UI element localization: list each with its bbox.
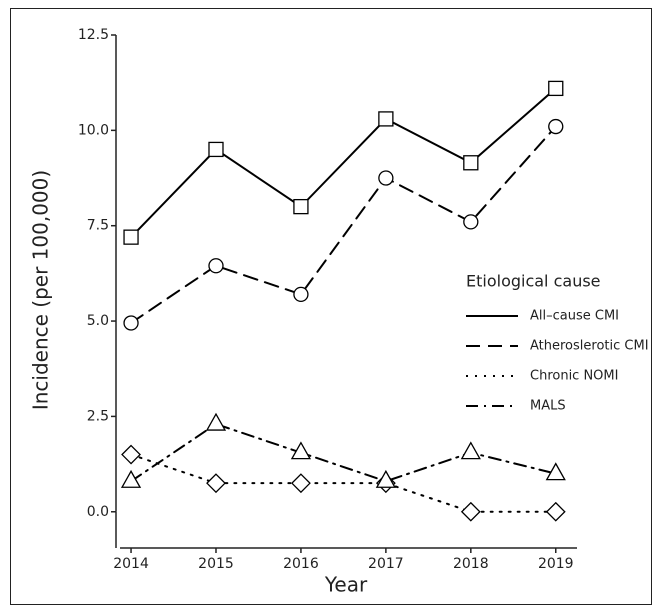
marker	[208, 258, 224, 274]
marker	[378, 170, 394, 186]
legend-title: Etiological cause	[466, 272, 601, 291]
marker	[460, 441, 481, 460]
x-tick-label: 2014	[113, 556, 149, 572]
legend-label: Chronic NOMI	[530, 369, 618, 384]
series-line	[130, 87, 557, 239]
legend-label: MALS	[530, 399, 566, 414]
marker	[378, 111, 394, 127]
x-axis-label: Year	[324, 573, 368, 597]
marker	[463, 214, 479, 230]
marker	[291, 473, 311, 494]
x-tick-label: 2016	[283, 556, 319, 572]
marker	[463, 155, 479, 171]
marker	[205, 412, 227, 431]
marker	[548, 118, 564, 135]
y-tick-label: 0.0	[87, 504, 109, 520]
legend-label: Atheroslerotic CMI	[530, 339, 649, 354]
marker	[548, 80, 564, 97]
marker	[123, 229, 139, 245]
marker	[375, 469, 396, 488]
marker	[120, 469, 142, 488]
series-line	[130, 125, 557, 324]
marker	[293, 286, 309, 303]
x-tick-label: 2017	[368, 556, 404, 572]
x-tick-label: 2019	[538, 556, 574, 572]
x-tick-label: 2015	[198, 556, 234, 572]
y-axis-label: Incidence (per 100,000)	[29, 170, 53, 410]
marker	[545, 462, 566, 481]
marker	[121, 444, 141, 465]
series-line	[130, 422, 557, 483]
y-tick-label: 12.5	[78, 27, 109, 43]
y-tick-label: 2.5	[87, 408, 109, 424]
y-tick-label: 10.0	[78, 122, 109, 138]
marker	[206, 473, 226, 494]
series-line	[130, 453, 557, 513]
legend-label: All–cause CMI	[530, 309, 619, 324]
marker	[460, 501, 481, 522]
marker	[208, 141, 224, 158]
marker	[123, 315, 139, 331]
marker	[545, 501, 566, 522]
x-tick-label: 2018	[453, 556, 489, 572]
y-tick-label: 7.5	[87, 218, 109, 234]
marker	[293, 198, 309, 215]
marker	[290, 441, 312, 460]
y-tick-label: 5.0	[87, 313, 109, 329]
